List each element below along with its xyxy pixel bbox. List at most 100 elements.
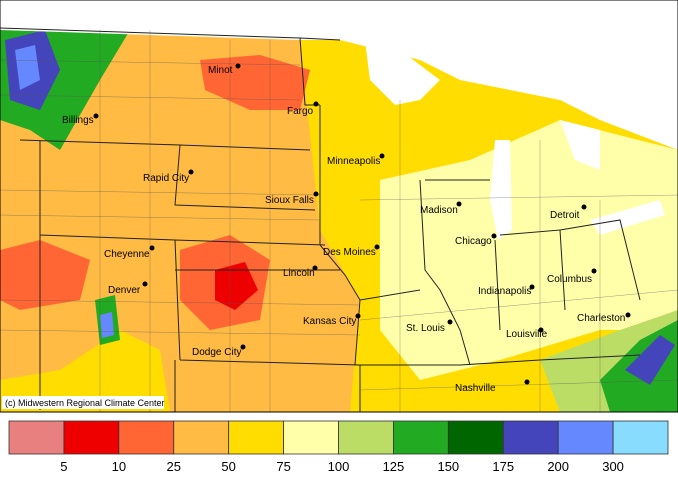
city-dot — [591, 268, 597, 274]
city: Des Moines — [323, 244, 380, 258]
city-label: Sioux Falls — [265, 195, 314, 206]
city-dot — [625, 312, 631, 318]
city: Detroit — [550, 204, 587, 221]
legend-label: 50 — [221, 459, 235, 474]
city-label: Des Moines — [323, 247, 376, 258]
city-dot — [313, 191, 319, 197]
city: Cheyenne — [104, 245, 155, 260]
very-wet-zone — [625, 335, 675, 385]
legend-swatch — [612, 420, 669, 455]
city: Chicago — [455, 233, 497, 247]
city-label: Fargo — [287, 106, 314, 117]
legend: 5 10 25 50 75 100 125 150 175 200 300 — [8, 420, 669, 474]
city: Indianapolis — [478, 284, 535, 297]
map-area — [0, 0, 678, 413]
city-label: Kansas City — [303, 316, 356, 327]
legend-label: 5 — [60, 459, 67, 474]
city: Rapid City — [143, 169, 194, 184]
city-dot — [529, 284, 535, 290]
city-dot — [235, 63, 241, 69]
legend-label: 200 — [547, 459, 569, 474]
city: Minot — [208, 63, 241, 76]
city-label: Charleston — [577, 313, 625, 324]
city-label: Billings — [62, 115, 94, 126]
legend-label: 125 — [383, 459, 405, 474]
city-dot — [581, 204, 587, 210]
city-dot — [491, 233, 497, 239]
city: Columbus — [547, 268, 597, 285]
city: Minneapolis — [327, 153, 385, 167]
map-frame — [0, 0, 678, 413]
city-label: Nashville — [455, 383, 496, 394]
legend-label: 25 — [167, 459, 181, 474]
legend-label: 10 — [112, 459, 126, 474]
city-label: Denver — [108, 285, 141, 296]
city-dot — [355, 313, 361, 319]
city-label: Louisville — [506, 329, 548, 340]
legend-swatch — [63, 420, 120, 455]
city: Denver — [108, 281, 148, 296]
cities: Minot Fargo Billings Rapid City Minneapo… — [62, 63, 631, 394]
legend-swatch — [338, 420, 394, 455]
legend-swatch — [173, 420, 230, 455]
legend-label: 300 — [602, 459, 624, 474]
legend-swatch — [228, 420, 284, 455]
city-dot — [142, 281, 148, 287]
city-dot — [456, 201, 462, 207]
legend-swatch — [8, 420, 65, 455]
city: Fargo — [287, 101, 319, 117]
county-lines — [0, 30, 678, 412]
city-label: Minot — [208, 65, 233, 76]
city-dot — [240, 344, 246, 350]
city-dot — [313, 101, 319, 107]
city: Billings — [62, 113, 99, 126]
city-label: Madison — [420, 205, 458, 216]
city-dot — [524, 379, 530, 385]
legend-swatch — [283, 420, 339, 455]
city-dot — [374, 244, 380, 250]
city: Dodge City — [192, 344, 246, 358]
city: Sioux Falls — [265, 191, 319, 206]
city-label: Cheyenne — [104, 249, 150, 260]
city: Kansas City — [303, 313, 361, 327]
very-dry-zone — [200, 55, 310, 110]
city: St. Louis — [406, 319, 453, 334]
very-wet-zone — [15, 45, 40, 90]
credit: (c) Midwestern Regional Climate Center — [5, 398, 165, 408]
city-label: Indianapolis — [478, 286, 531, 297]
state-borders — [0, 27, 641, 412]
legend-label: 175 — [492, 459, 514, 474]
city-label: Minneapolis — [327, 156, 380, 167]
city-label: Columbus — [547, 274, 592, 285]
legend-label: 100 — [328, 459, 350, 474]
legend-label: 150 — [437, 459, 459, 474]
lake-michigan — [490, 140, 512, 240]
legend-label: 75 — [276, 459, 290, 474]
city: Madison — [420, 201, 462, 216]
lake-huron — [560, 120, 600, 170]
city-dot — [538, 327, 544, 333]
city-label: Rapid City — [143, 173, 189, 184]
moist-zone — [380, 120, 678, 380]
legend-swatch — [393, 420, 449, 455]
city-label: Detroit — [550, 210, 580, 221]
city-dot — [93, 113, 99, 119]
city: Louisville — [506, 327, 548, 340]
city-label: St. Louis — [406, 323, 445, 334]
city-dot — [312, 265, 318, 271]
lake-erie — [590, 200, 665, 235]
legend-swatch — [118, 420, 175, 455]
city-dot — [188, 169, 194, 175]
legend-swatch — [502, 420, 559, 455]
legend-swatch — [557, 420, 614, 455]
lake-superior — [365, 40, 440, 105]
credit-box — [2, 396, 164, 409]
city-dot — [447, 319, 453, 325]
city: Nashville — [455, 379, 530, 394]
city-label: Dodge City — [192, 347, 241, 358]
very-wet-zone — [100, 312, 114, 338]
legend-swatch — [447, 420, 504, 455]
very-dry-zone — [0, 240, 90, 310]
